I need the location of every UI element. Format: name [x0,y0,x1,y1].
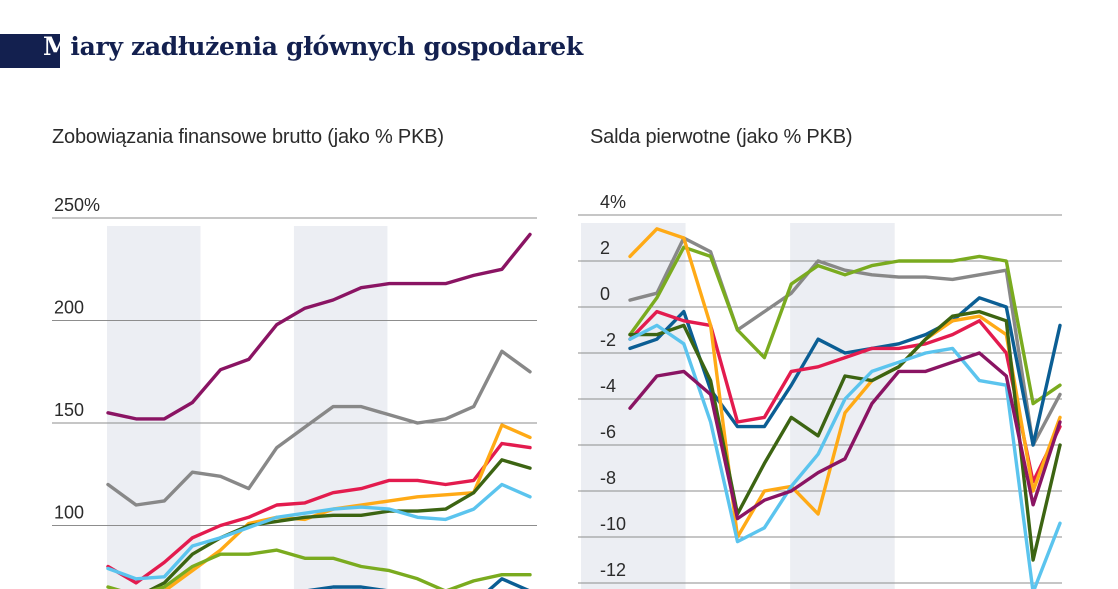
y-tick-label: 150 [54,400,84,420]
series-line-6 [628,323,1062,589]
y-tick-label: -2 [600,330,616,350]
primary-balance-chart: 4% 2 0 -2 -4 -6 -8 -10 -12 [578,192,1062,589]
y-tick-label: 0 [600,284,610,304]
y-tick-label: -4 [600,376,616,396]
y-tick-label: 100 [54,503,84,523]
series-line-5 [628,309,1062,562]
series-line-1 [106,349,532,507]
series-line-5 [106,482,532,581]
y-tick-label: -6 [600,422,616,442]
right-chart-title: Salda pierwotne (jako % PKB) [590,126,853,148]
series-line-3 [164,423,532,589]
series-line-1 [628,245,1062,406]
y-tick-label: -12 [600,560,626,580]
series-line-4 [148,458,532,589]
series-line-0 [628,236,1062,447]
y-tick-label: 250% [54,195,100,215]
y-tick-label: 200 [54,298,84,318]
series-line-4 [628,227,1062,539]
title-accent-bar [0,34,60,68]
series-line-7 [628,351,1062,521]
left-chart-title: Zobowiązania finansowe brutto (jako % PK… [52,126,444,148]
series-line-2 [106,441,532,585]
gross-debt-chart: 250% 200 150 100 [52,195,537,589]
series-line-3 [628,309,1062,484]
page-title-initial: M [43,32,71,61]
y-tick-label: -8 [600,468,616,488]
y-tick-label: 2 [600,238,610,258]
y-tick-label: 4% [600,192,626,212]
page-title-rest: iary zadłużenia głównych gospodarek [70,32,583,61]
series-line-6 [106,548,532,589]
page-title: Miary zadłużenia głównych gospodarek [43,32,583,61]
series-line-0 [106,232,532,421]
y-tick-label: -10 [600,514,626,534]
